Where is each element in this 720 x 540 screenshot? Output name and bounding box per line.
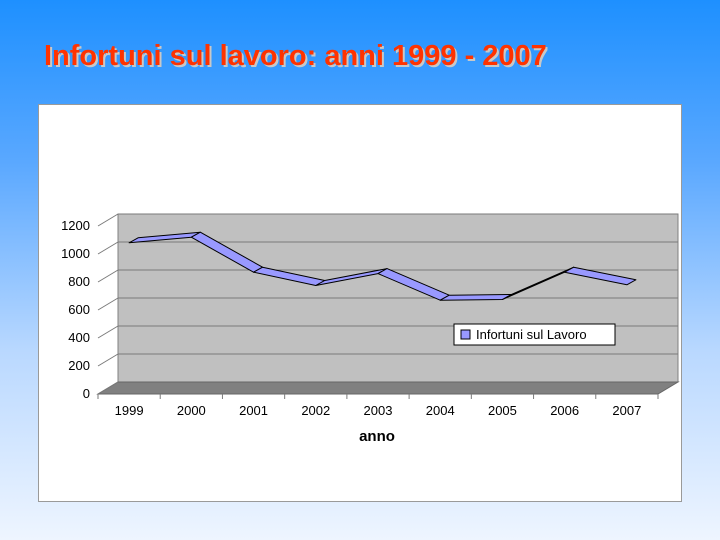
legend-box (453, 323, 616, 346)
legend-label: Infortuni sul Lavoro (476, 327, 587, 342)
ribbon-segment (564, 266, 637, 286)
x-tick-label: 2000 (177, 403, 206, 418)
y-tick-label: 400 (68, 330, 90, 345)
x-tick-label: 2007 (612, 403, 641, 418)
gridline-depth (97, 269, 119, 283)
y-tick-label: 800 (68, 274, 90, 289)
x-axis-title: anno (359, 428, 395, 445)
y-tick-label: 600 (68, 302, 90, 317)
legend: Infortuni sul Lavoro (453, 323, 616, 346)
plot-floor (96, 381, 680, 395)
plot-wall (96, 213, 680, 395)
axis-ticks: 0 200 400 600 800 1000 1200 1999 2000 2001 2002 200… (61, 218, 659, 418)
gridline-depth (97, 353, 119, 367)
y-tick-label: 0 (83, 386, 90, 401)
x-tick-label: 1999 (115, 403, 144, 418)
y-tick-label: 1200 (61, 218, 90, 233)
x-tick-label: 2003 (364, 403, 393, 418)
x-tick-label: 2001 (239, 403, 268, 418)
x-tick-label: 2004 (426, 403, 455, 418)
x-tick-label: 2006 (550, 403, 579, 418)
gridline-depth (97, 241, 119, 255)
legend-swatch (460, 329, 471, 340)
ribbon-segment (439, 294, 512, 301)
x-tick-label: 2005 (488, 403, 517, 418)
y-tick-label: 200 (68, 358, 90, 373)
gridline-depth (97, 325, 119, 339)
x-tick-label: 2002 (301, 403, 330, 418)
data-series (128, 231, 637, 301)
slide-title: Infortuni sul lavoro: anni 1999 - 2007 (44, 40, 547, 72)
y-tick-label: 1000 (61, 246, 90, 261)
gridline-depth (97, 213, 119, 227)
gridline-depth (97, 297, 119, 311)
gridline-depth (97, 381, 119, 395)
